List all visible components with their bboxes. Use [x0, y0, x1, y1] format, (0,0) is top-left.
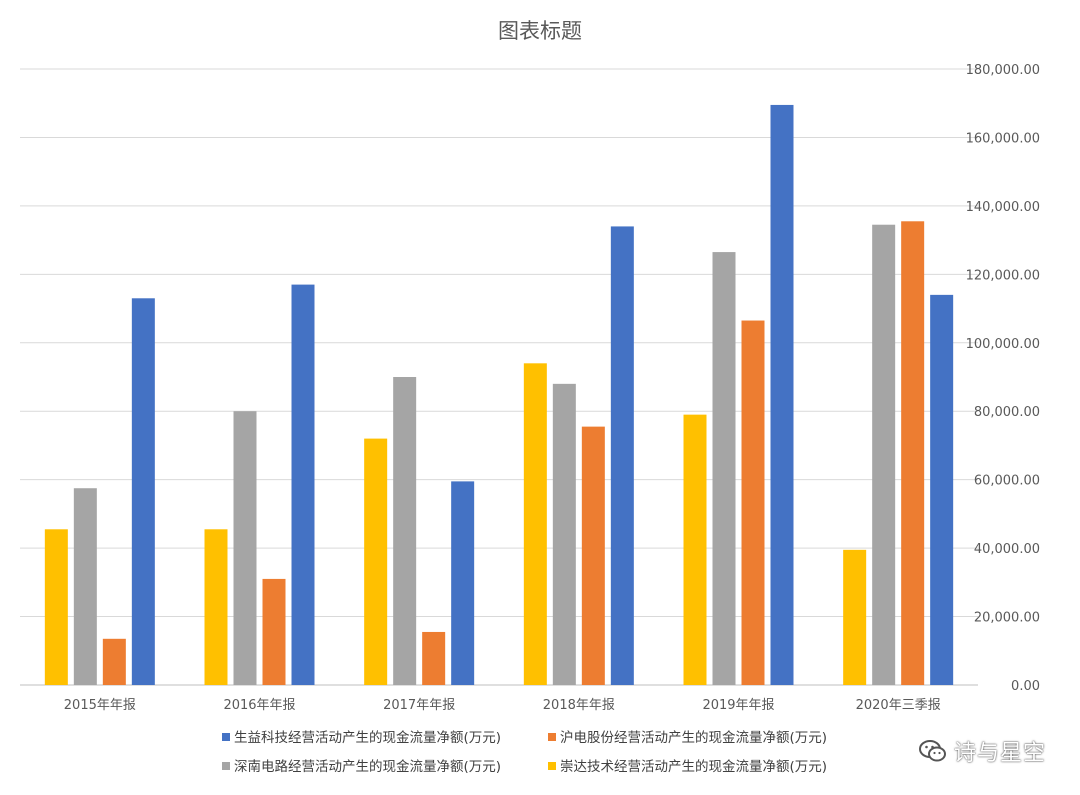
legend-label: 深南电路经营活动产生的现金流量净额(万元)	[234, 759, 501, 775]
y-tick-label: 40,000.00	[974, 542, 1040, 557]
x-tick-label: 2015年年报	[64, 698, 136, 713]
bar	[451, 481, 475, 685]
bar	[204, 529, 228, 685]
legend-swatch	[548, 762, 556, 770]
bar	[262, 578, 286, 685]
watermark-text: 诗与星空	[953, 741, 1046, 766]
y-tick-label: 140,000.00	[966, 200, 1040, 215]
legend-swatch	[548, 733, 556, 741]
y-axis-ticks: 0.00 20,000.00 40,000.00 60,000.00 80,000.00…	[966, 63, 1040, 694]
y-tick-label: 160,000.00	[966, 131, 1040, 146]
y-tick-label: 60,000.00	[974, 474, 1040, 489]
x-tick-label: 2017年年报	[383, 698, 455, 713]
bar	[393, 377, 417, 685]
legend-label: 生益科技经营活动产生的现金流量净额(万元)	[234, 730, 501, 746]
y-tick-label: 100,000.00	[966, 337, 1040, 352]
wechat-icon	[918, 740, 946, 762]
bar	[291, 284, 315, 685]
bar	[73, 488, 97, 685]
bar	[683, 414, 707, 685]
bar	[44, 529, 68, 685]
x-tick-label: 2020年三季报	[856, 698, 941, 713]
bar	[741, 320, 765, 685]
bar	[872, 224, 896, 685]
x-axis-ticks: 2015年年报 2016年年报 2017年年报 2018年年报 2019年年报 2020年…	[64, 698, 941, 713]
bar	[930, 294, 954, 685]
bar	[581, 426, 605, 685]
legend-swatch	[222, 762, 230, 770]
y-tick-label: 0.00	[1011, 679, 1040, 694]
bar	[843, 549, 867, 685]
bar	[131, 298, 155, 685]
x-tick-label: 2019年年报	[702, 698, 774, 713]
legend-label: 崇达技术经营活动产生的现金流量净额(万元)	[560, 759, 827, 775]
bar	[770, 104, 794, 685]
bar	[523, 363, 547, 685]
y-tick-label: 180,000.00	[966, 63, 1040, 78]
bar	[233, 411, 257, 685]
bar	[901, 221, 925, 686]
x-tick-label: 2018年年报	[543, 698, 615, 713]
bar	[552, 383, 576, 685]
legend-swatch	[222, 733, 230, 741]
bar	[712, 252, 736, 686]
legend: 生益科技经营活动产生的现金流量净额(万元) 沪电股份经营活动产生的现金流量净额(万…	[222, 730, 827, 775]
watermark: 诗与星空	[918, 735, 1046, 767]
x-tick-label: 2016年年报	[223, 698, 295, 713]
legend-label: 沪电股份经营活动产生的现金流量净额(万元)	[560, 730, 827, 746]
bar	[364, 438, 388, 685]
y-tick-label: 80,000.00	[974, 405, 1040, 420]
bar	[610, 226, 634, 685]
bar	[102, 638, 126, 685]
y-tick-label: 20,000.00	[974, 611, 1040, 626]
gridlines	[20, 68, 978, 686]
chart-title: 图表标题	[498, 19, 582, 43]
y-tick-label: 120,000.00	[966, 268, 1040, 283]
bar	[422, 631, 446, 685]
bars	[44, 104, 954, 686]
